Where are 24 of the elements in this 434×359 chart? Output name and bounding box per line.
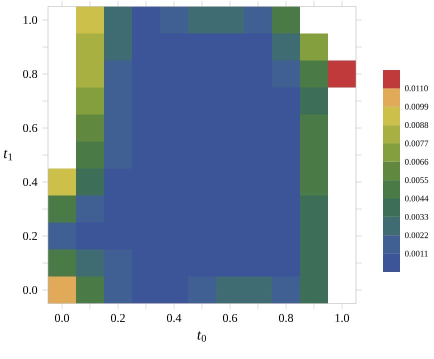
y-tick-label: 0.0 bbox=[23, 286, 38, 294]
x-axis-title: t$_{0}$ bbox=[198, 331, 206, 342]
x-tick-label: 0.8 bbox=[278, 314, 294, 322]
color-bar-label: 0.0066 bbox=[405, 158, 428, 165]
color-bar-label: 0.0088 bbox=[405, 122, 428, 128]
color-bar-label: 0.0044 bbox=[405, 196, 428, 202]
color-bar-label: 0.0011 bbox=[405, 250, 428, 257]
y-tick-label: 0.2 bbox=[23, 232, 37, 240]
y-tick-label: 0.6 bbox=[23, 124, 38, 132]
color-bar-label: 0.0099 bbox=[405, 104, 428, 110]
x-tick-label: 0.2 bbox=[110, 314, 125, 322]
color-bar-label: 0.0033 bbox=[405, 214, 428, 220]
x-tick-label: 1.0 bbox=[336, 314, 350, 322]
y-tick-label: 0.8 bbox=[23, 70, 38, 78]
color-bar-label: 0.0055 bbox=[405, 177, 428, 184]
y-axis-title: t$_{1}$ bbox=[4, 150, 12, 160]
x-tick-label: 0.0 bbox=[54, 314, 70, 322]
color-bar-label: 0.0110 bbox=[405, 85, 428, 92]
x-tick-label: 0.6 bbox=[222, 314, 238, 322]
color-bar-label: 0.0022 bbox=[405, 232, 428, 238]
y-tick-label: 0.4 bbox=[23, 178, 38, 186]
y-tick-label: 1.0 bbox=[24, 16, 38, 24]
color-bar-label: 0.0077 bbox=[405, 140, 428, 146]
x-tick-label: 0.4 bbox=[166, 314, 182, 322]
